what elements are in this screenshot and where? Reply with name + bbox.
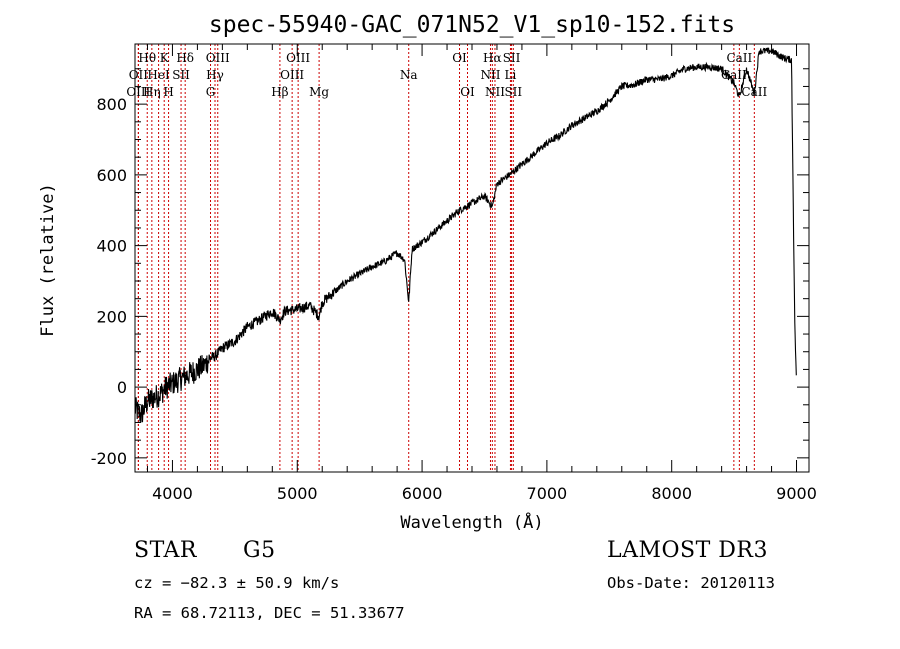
redshift-readout: cz = −82.3 ± 50.9 km/s (134, 574, 340, 592)
spectral-line-markers (137, 44, 755, 472)
flux-series-line (134, 47, 797, 423)
spectral-line-label: CaII (726, 51, 752, 65)
spectral-line-label: G (206, 85, 216, 99)
spectral-line-label: NII (485, 85, 505, 99)
x-tick-label: 9000 (776, 484, 817, 503)
y-tick-label: 800 (96, 95, 127, 114)
object-subclass: G5 (243, 538, 276, 563)
obs-date: Obs-Date: 20120113 (607, 574, 775, 592)
spectral-line-label: OI (452, 51, 467, 65)
spectral-line-label: Hγ (206, 68, 224, 82)
spectral-line-label: Li (505, 68, 517, 82)
x-tick-label: 6000 (402, 484, 443, 503)
spectral-line-label: Hδ (176, 51, 194, 65)
spectral-line-label: Hα (483, 51, 502, 65)
y-tick-label: 0 (117, 378, 127, 397)
spectral-line-label: CaII (721, 68, 747, 82)
spectral-line-label: SII (504, 85, 522, 99)
spectral-line-label: OIII (286, 51, 310, 65)
spectral-line-label: NII (480, 68, 500, 82)
y-tick-label: 600 (96, 166, 127, 185)
spectral-line-label: Hη (143, 85, 161, 99)
x-tick-label: 8000 (651, 484, 692, 503)
y-axis-ticks: -200 0 200 400 600 800 (91, 68, 809, 468)
y-axis-label: Flux (relative) (38, 183, 58, 337)
spectral-line-label: H (163, 85, 173, 99)
x-tick-label: 7000 (527, 484, 568, 503)
x-tick-label: 5000 (277, 484, 318, 503)
survey-name: LAMOST DR3 (607, 538, 768, 563)
x-axis-label: Wavelength (Å) (400, 511, 543, 533)
chart-title: spec-55940-GAC_071N52_V1_sp10-152.fits (209, 12, 735, 38)
spectral-line-label: Hβ (271, 85, 288, 99)
y-tick-label: 200 (96, 307, 127, 326)
spectral-line-label: OIII (206, 51, 230, 65)
spectral-line-label: OIII (126, 85, 150, 99)
spectral-line-label: K (160, 51, 170, 65)
spectral-line-label: SII (172, 68, 190, 82)
spectral-line-label: Na (400, 68, 418, 82)
spectral-line-label: OI (460, 85, 475, 99)
x-axis-ticks: 4000 5000 6000 7000 8000 9000 (146, 44, 817, 503)
y-tick-label: -200 (91, 449, 127, 468)
spectral-line-label: Hθ (138, 51, 156, 65)
plot-frame (134, 43, 810, 473)
coordinates: RA = 68.72113, DEC = 51.33677 (134, 604, 405, 622)
spectral-line-label: Mg (309, 85, 329, 99)
object-class: STAR (134, 538, 197, 563)
spectral-line-label: SII (503, 51, 521, 65)
y-tick-label: 400 (96, 237, 127, 256)
spectral-line-label: HeI (147, 68, 170, 82)
spectral-line-label: OIII (280, 68, 304, 82)
x-tick-label: 4000 (152, 484, 193, 503)
spectral-line-label: OII (129, 68, 149, 82)
